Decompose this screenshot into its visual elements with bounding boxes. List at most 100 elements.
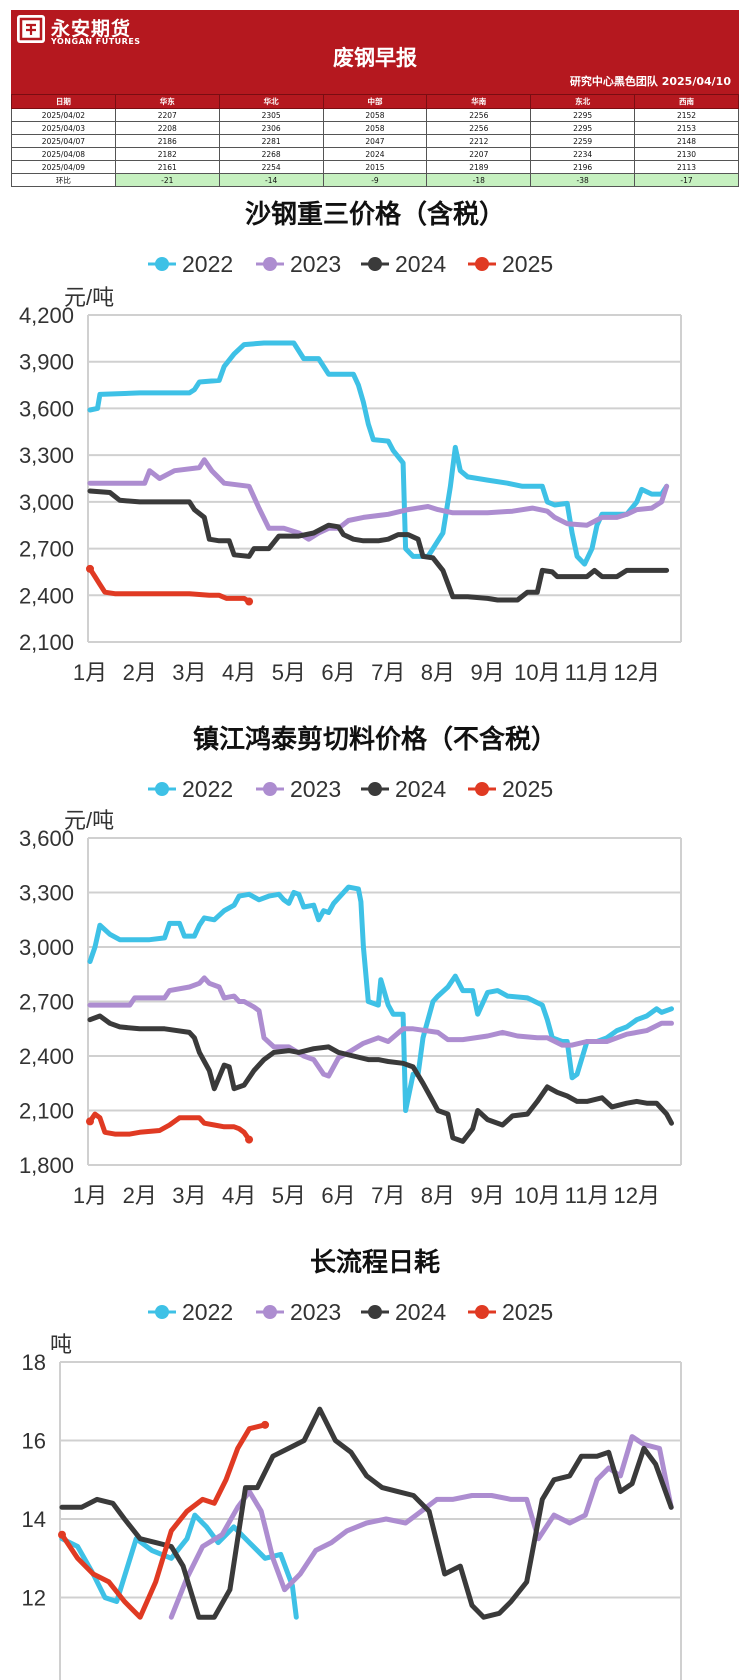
x-tick-label: 10月 xyxy=(514,1183,560,1208)
series-line-2024 xyxy=(87,488,670,603)
table-cell: -38 xyxy=(530,173,636,187)
x-tick-label: 9月 xyxy=(471,660,505,685)
series-line-2023 xyxy=(168,1434,674,1620)
x-tick-label: 5月 xyxy=(272,660,306,685)
table-cell: -14 xyxy=(218,173,324,187)
table-cell: 2268 xyxy=(218,147,324,161)
y-tick-label: 3,600 xyxy=(19,826,74,851)
table-cell: 2254 xyxy=(218,160,324,174)
series-endpoint xyxy=(86,1117,94,1126)
series-line-2025 xyxy=(87,566,252,604)
x-tick-label: 2月 xyxy=(123,660,157,685)
x-tick-label: 1月 xyxy=(73,1183,107,1208)
y-tick-label: 16 xyxy=(22,1429,46,1454)
x-tick-label: 7月 xyxy=(371,660,405,685)
table-cell: 2025/04/09 xyxy=(11,160,116,174)
legend-label: 2024 xyxy=(395,251,446,277)
x-tick-label: 12月 xyxy=(614,660,660,685)
y-tick-label: 3,000 xyxy=(19,935,74,960)
table-cell: 环比 xyxy=(11,173,116,187)
chart-title: 沙钢重三价格（含税） xyxy=(245,199,505,229)
table-cell: 2234 xyxy=(530,147,636,161)
y-axis-label: 元/吨 xyxy=(64,808,114,833)
series-line-2024 xyxy=(59,1406,674,1620)
table-cell: 2295 xyxy=(530,108,636,122)
x-tick-label: 8月 xyxy=(421,1183,455,1208)
plot-area xyxy=(86,340,670,606)
x-tick-label: 12月 xyxy=(614,1183,660,1208)
table-cell: -9 xyxy=(322,173,428,187)
column-header: 华东 xyxy=(114,94,220,109)
regional-price-table: 日期 华东 华北 中部 华南 东北 西南 2025/04/02 2207 230… xyxy=(11,94,739,187)
table-cell: 2024 xyxy=(322,147,428,161)
table-cell: 2113 xyxy=(634,160,739,174)
x-tick-label: 11月 xyxy=(565,1183,610,1208)
table-cell: 2058 xyxy=(322,121,428,135)
table-cell: 2256 xyxy=(426,108,532,122)
x-tick-label: 3月 xyxy=(172,660,206,685)
legend-marker xyxy=(368,257,382,271)
legend-marker xyxy=(368,1305,382,1319)
table-row: 2025/04/08 2182 2268 2024 2207 2234 2130 xyxy=(11,147,739,161)
y-tick-label: 3,900 xyxy=(19,350,74,375)
table-cell: 2189 xyxy=(426,160,532,174)
table-cell: 2047 xyxy=(322,134,428,148)
y-axis-label: 吨 xyxy=(50,1332,72,1357)
table-cell: 2182 xyxy=(114,147,220,161)
legend-marker xyxy=(263,257,277,271)
x-tick-label: 6月 xyxy=(321,660,355,685)
legend-marker xyxy=(155,257,169,271)
series-line-2025 xyxy=(59,1422,268,1620)
legend-label: 2024 xyxy=(395,1299,446,1325)
x-tick-label: 9月 xyxy=(471,1183,505,1208)
table-cell: 2186 xyxy=(114,134,220,148)
table-cell: 2196 xyxy=(530,160,636,174)
legend-label: 2022 xyxy=(182,1299,233,1325)
x-tick-label: 10月 xyxy=(514,660,560,685)
table-cell: 2130 xyxy=(634,147,739,161)
y-tick-label: 2,100 xyxy=(19,630,74,655)
column-header: 华北 xyxy=(218,94,324,109)
table-cell: 2295 xyxy=(530,121,636,135)
table-cell: -21 xyxy=(114,173,220,187)
table-cell: 2058 xyxy=(322,108,428,122)
legend-label: 2025 xyxy=(502,1299,553,1325)
table-cell: 2259 xyxy=(530,134,636,148)
legend-label: 2025 xyxy=(502,776,553,802)
y-tick-label: 18 xyxy=(22,1350,46,1375)
table-cell: 2207 xyxy=(114,108,220,122)
legend-label: 2025 xyxy=(502,251,553,277)
logo-text: 永安期货 xyxy=(51,18,132,40)
series-endpoint xyxy=(261,1420,270,1429)
series-line-2024 xyxy=(87,1013,674,1144)
table-cell: 2025/04/08 xyxy=(11,147,116,161)
table-cell: 2153 xyxy=(634,121,739,135)
y-tick-label: 2,400 xyxy=(19,1044,74,1069)
table-cell: 2281 xyxy=(218,134,324,148)
table-cell: 2208 xyxy=(114,121,220,135)
x-tick-label: 4月 xyxy=(222,1183,256,1208)
legend-marker xyxy=(475,257,489,271)
x-tick-label: 5月 xyxy=(272,1183,306,1208)
y-tick-label: 3,000 xyxy=(19,490,74,515)
series-endpoint xyxy=(58,1530,66,1539)
column-header: 西南 xyxy=(634,94,739,109)
chart-title: 镇江鸿泰剪切料价格（不含税） xyxy=(193,724,557,754)
legend-label: 2023 xyxy=(290,251,341,277)
y-tick-label: 2,700 xyxy=(19,537,74,562)
table-cell: 2212 xyxy=(426,134,532,148)
table-cell: 2015 xyxy=(322,160,428,174)
legend-marker xyxy=(155,782,169,796)
table-cell: 2025/04/03 xyxy=(11,121,116,135)
logo-subtext: YONGAN FUTURES xyxy=(51,37,141,46)
column-header: 东北 xyxy=(530,94,636,109)
table-cell: -17 xyxy=(634,173,739,187)
y-tick-label: 2,400 xyxy=(19,583,74,608)
y-axis-label: 元/吨 xyxy=(64,285,114,310)
legend-marker xyxy=(368,782,382,796)
table-row: 2025/04/07 2186 2281 2047 2212 2259 2148 xyxy=(11,134,739,148)
table-header-row: 日期 华东 华北 中部 华南 东北 西南 xyxy=(11,94,739,109)
table-row: 2025/04/03 2208 2306 2058 2256 2295 2153 xyxy=(11,121,739,135)
zhenjiang-price-chart: 镇江鸿泰剪切料价格（不含税） 2022 2023 2024 2025 元/吨 3,600 3,… xyxy=(0,715,750,1235)
yongan-logo-icon xyxy=(17,15,45,43)
